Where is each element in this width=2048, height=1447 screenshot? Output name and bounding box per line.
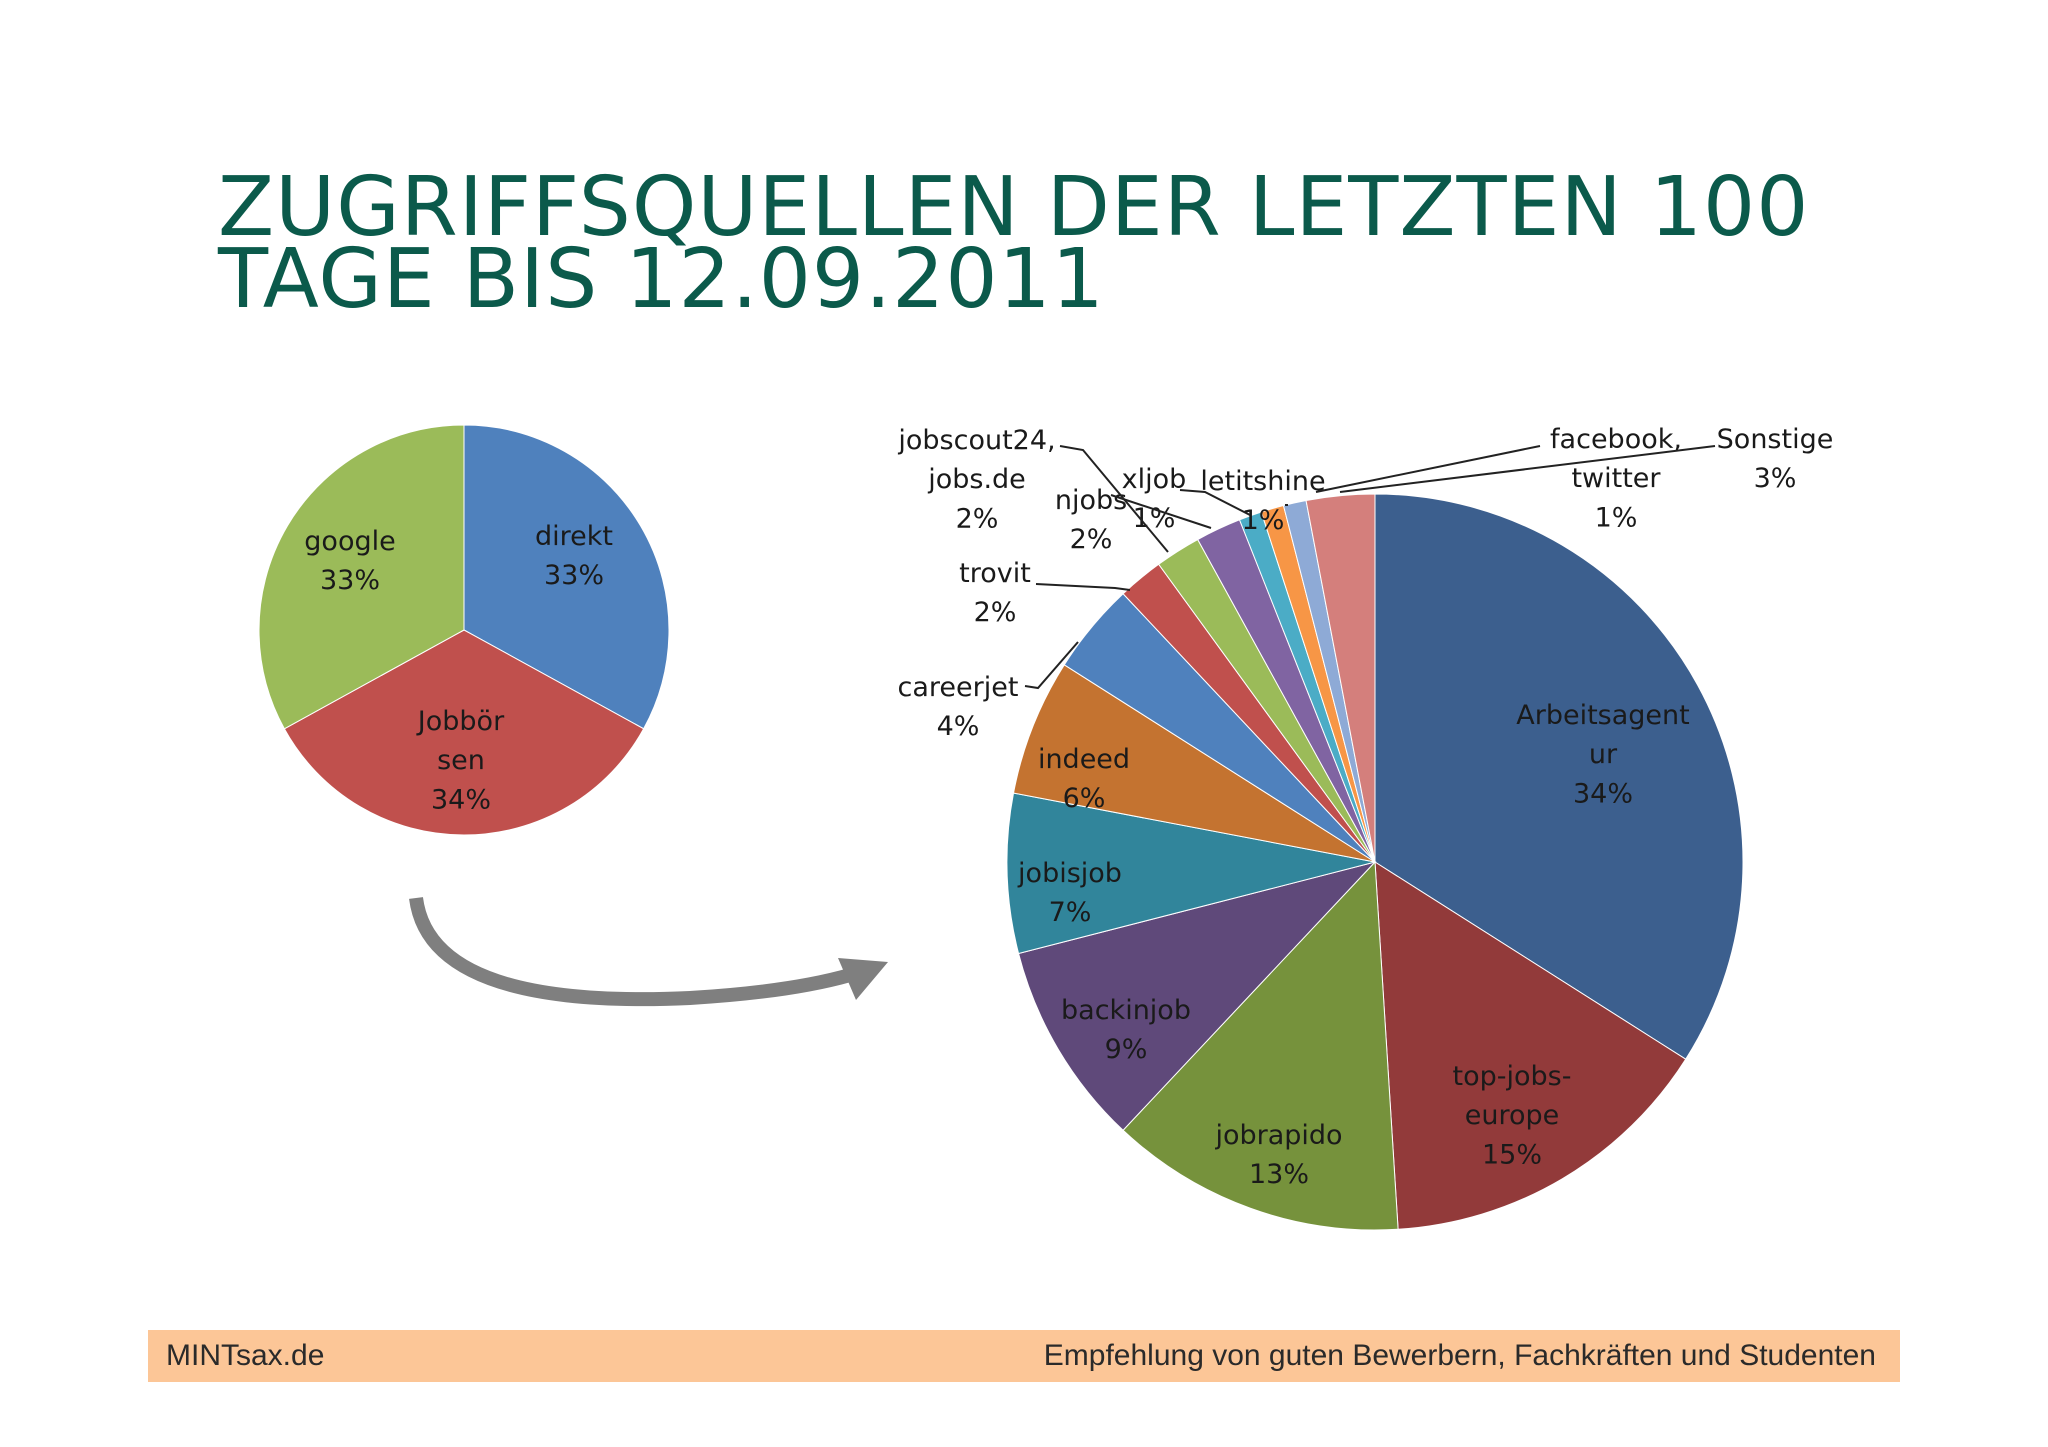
pie-chart-sources: direkt 33% Jobbör sen 34% google 33% [258,424,670,836]
footer-tagline: Empfehlung von guten Bewerbern, Fachkräf… [1043,1339,1876,1372]
slice-jobb-r-sen [283,629,645,836]
slice-jobisjob [1006,792,1376,955]
leader-line [1315,445,1541,493]
leader-line [1339,445,1716,493]
slice-arbeitsagent-ur [1374,493,1744,1060]
footer-bar: MINTsax.de Empfehlung von guten Bewerber… [148,1330,1900,1382]
slice-direkt [463,424,670,730]
label-jobscout24-jobs-de: jobscout24, jobs.de 2% [897,425,1055,534]
label-careerjet: careerjet 4% [898,672,1019,742]
label-arbeitsagent-ur: Arbeitsagent ur 34% [1516,700,1689,809]
slice-indeed [1012,664,1376,863]
chart-area: direkt 33% Jobbör sen 34% google 33% Arbeitsag… [258,424,1834,1231]
label-facebook-twitter: facebook, twitter 1% [1550,424,1682,533]
label-sonstige: Sonstige 3% [1717,424,1834,494]
leader-line [1035,583,1131,591]
slice-jobrapido [1122,860,1399,1231]
leader-line [1059,445,1169,553]
footer-site: MINTsax.de [166,1339,325,1372]
label-top-jobs-europe: top-jobs-europe 15% [1453,1061,1572,1170]
label-direkt: direkt 33% [535,521,613,591]
slice-backinjob [1017,861,1377,1131]
label-trovit: trovit 2% [959,558,1031,628]
slice-sonstige [1305,493,1376,863]
pie-chart-jobboersen: Arbeitsagent ur 34% top-jobs-europe 15% jobra… [897,424,1834,1231]
leader-line [1024,641,1079,690]
label-njobs: njobs 2% [1055,485,1127,555]
label-backinjob: backinjob 9% [1061,995,1191,1065]
leader-line [1110,494,1212,529]
label-jobrapido: jobrapido 13% [1214,1120,1342,1190]
label-letitshine: letitshine 1% [1200,466,1325,536]
label-jobb-r-sen: Jobbör sen 34% [416,706,505,815]
leader-lines [1024,445,1716,690]
leader-line [1179,489,1251,516]
title-line-2: TAGE BIS 12.09.2011 [218,232,1105,327]
drilldown-arrow [409,896,888,1007]
title-line-1: ZUGRIFFSQUELLEN DER LETZTEN 100 [218,160,1810,255]
slice-top-jobs-europe [1374,861,1687,1230]
label-xljob: xljob 1% [1122,464,1187,534]
label-google: google 33% [304,526,395,596]
label-indeed: indeed 6% [1038,744,1130,814]
slice-google [258,424,465,730]
page-title: ZUGRIFFSQUELLEN DER LETZTEN 100 TAGE BIS… [218,160,1810,327]
label-jobisjob: jobisjob 7% [1017,858,1122,928]
